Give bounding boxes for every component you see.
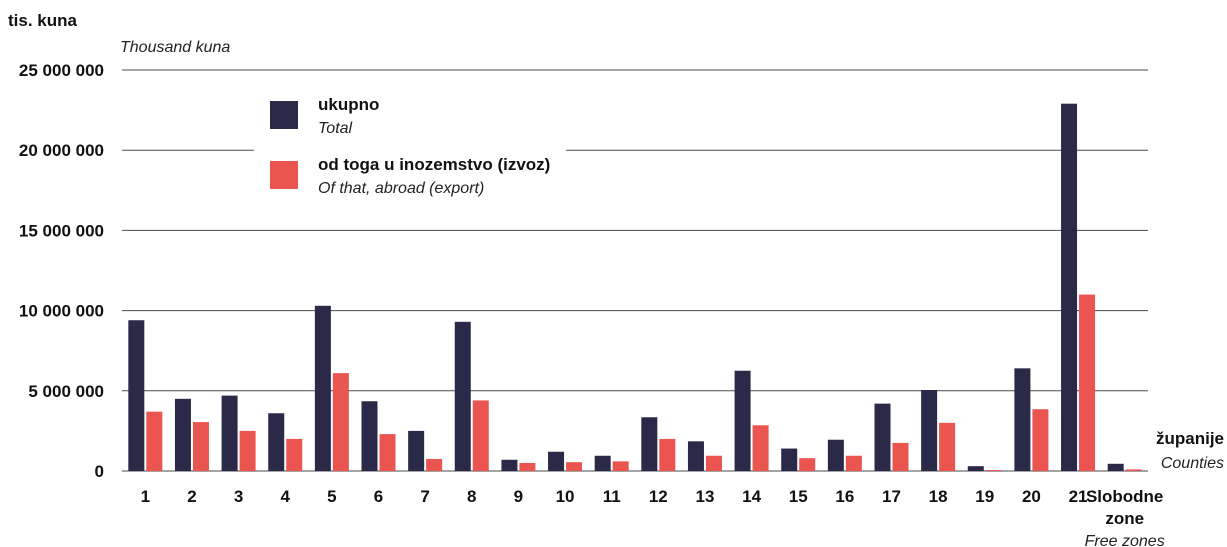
bar-export [612, 461, 629, 471]
bar-total [454, 321, 471, 471]
bar-export [426, 458, 443, 471]
y-tick-label: 15 000 000 [19, 221, 104, 240]
x-tick-sublabel: Free zones [1085, 533, 1165, 547]
bar-total [967, 466, 984, 471]
x-tick-label: 9 [514, 487, 523, 506]
y-tick-label: 5 000 000 [28, 382, 104, 401]
x-tick-label: 1 [141, 487, 150, 506]
x-tick-label: 11 [603, 487, 621, 506]
bar-export [939, 422, 956, 471]
x-tick-label: 17 [882, 487, 901, 506]
y-axis-subtitle: Thousand kuna [120, 39, 230, 56]
y-axis-title: tis. kuna [8, 11, 78, 30]
legend-label-total: ukupno [318, 95, 379, 114]
x-tick-label: 21 [1069, 487, 1088, 506]
legend-swatch-export [270, 161, 298, 189]
bar-total [1014, 368, 1031, 471]
bar-total [1061, 103, 1078, 472]
legend-swatch-total [270, 101, 298, 129]
bar-export [985, 470, 1002, 471]
x-tick-label: 15 [789, 487, 808, 506]
x-axis-ticks: 1 2 3 4 5 6 7 8 9 10 11 12 13 14 15 16 17 18 19 20 21Slobodn… [141, 487, 1165, 547]
bar-total [174, 398, 191, 471]
bar-total [641, 417, 658, 471]
bar-export [705, 455, 722, 471]
x-tick-label: 19 [975, 487, 994, 506]
bar-export [146, 411, 163, 471]
x-tick-label: 10 [556, 487, 575, 506]
bar-export [379, 434, 396, 471]
bar-export [752, 425, 769, 471]
x-tick-label: 13 [695, 487, 714, 506]
bar-export [519, 462, 536, 471]
bar-total [361, 401, 378, 471]
x-tick-label: 14 [742, 487, 761, 506]
bar-export [286, 438, 303, 471]
bar-total [128, 320, 145, 471]
y-tick-label: 0 [95, 462, 104, 481]
x-tick-label: 3 [234, 487, 243, 506]
x-tick-label: Slobodne [1086, 487, 1163, 506]
bar-export [1125, 469, 1142, 471]
bar-export [472, 400, 489, 471]
x-tick-label: 20 [1022, 487, 1041, 506]
bar-total [687, 441, 704, 471]
x-tick-label: 7 [420, 487, 429, 506]
bar-total [1107, 463, 1124, 471]
bar-total [314, 305, 331, 471]
bar-export [332, 373, 349, 471]
bar-total [874, 403, 891, 471]
bar-export [845, 455, 862, 471]
x-axis-subtitle: Counties [1161, 455, 1224, 472]
y-axis-ticks: 0 5 000 000 10 000 000 15 000 000 20 000 000… [19, 61, 104, 481]
x-tick-label: zone [1105, 509, 1144, 528]
x-tick-label: 4 [280, 487, 290, 506]
bar-export [799, 458, 816, 471]
bar-total [921, 389, 938, 471]
legend-sublabel-export: Of that, abroad (export) [318, 180, 484, 197]
legend: ukupno Total od toga u inozemstvo (izvoz… [254, 84, 566, 206]
legend-background [254, 84, 566, 206]
x-tick-label: 2 [187, 487, 196, 506]
x-axis-title: županije [1156, 429, 1224, 448]
bar-total [408, 430, 425, 471]
bar-total [827, 439, 844, 471]
bar-total [221, 395, 238, 471]
bar-export [566, 462, 583, 471]
bars [128, 103, 1142, 472]
bar-export [659, 438, 676, 471]
bar-total [501, 459, 518, 471]
y-tick-label: 10 000 000 [19, 302, 104, 321]
x-tick-label: 16 [835, 487, 854, 506]
bar-export [239, 430, 256, 471]
x-tick-label: 5 [327, 487, 336, 506]
legend-sublabel-total: Total [318, 120, 353, 137]
x-tick-label: 18 [929, 487, 948, 506]
bar-export [1079, 294, 1096, 471]
x-tick-label: 8 [467, 487, 476, 506]
bar-total [268, 413, 285, 471]
x-tick-label: 12 [649, 487, 668, 506]
bar-total [781, 448, 798, 471]
bar-total [548, 451, 565, 471]
y-tick-label: 25 000 000 [19, 61, 104, 80]
bar-total [734, 370, 751, 471]
legend-label-export: od toga u inozemstvo (izvoz) [318, 155, 550, 174]
bar-export [192, 422, 209, 471]
bar-export [1032, 409, 1049, 471]
y-tick-label: 20 000 000 [19, 141, 104, 160]
bar-export [892, 442, 909, 471]
bar-total [594, 455, 611, 471]
x-tick-label: 6 [374, 487, 383, 506]
